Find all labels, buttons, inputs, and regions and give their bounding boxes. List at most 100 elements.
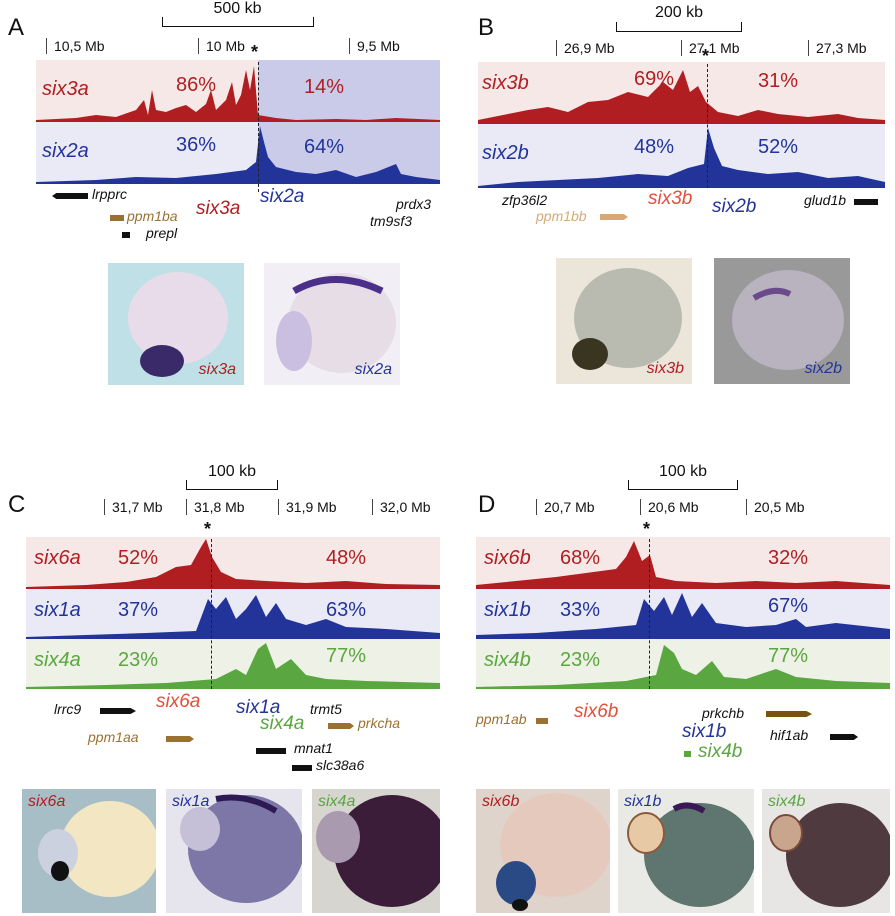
embryo-image	[496, 793, 610, 911]
gene-ppm1aa: ppm1aa	[88, 729, 139, 745]
gene-arrow-glud1b	[854, 199, 878, 205]
gene-six3b: six3b	[648, 188, 693, 209]
gene-lrpprc: lrpprc	[92, 186, 128, 202]
panel-c: C 100 kb 31,7 Mb 31,8 Mb 31,9 Mb 32,0 Mb…	[0, 455, 445, 915]
scale-bar	[186, 480, 278, 490]
star-marker: *	[702, 46, 710, 66]
track-name: six3b	[482, 72, 529, 94]
track-name: six1a	[34, 599, 81, 621]
embryo-image	[276, 273, 396, 373]
track-name: six4a	[34, 649, 81, 671]
gene-ppm1ab: ppm1ab	[476, 711, 527, 727]
left-percent: 23%	[560, 649, 601, 671]
left-percent: 33%	[560, 599, 601, 621]
coord-label: 9,5 Mb	[349, 38, 400, 54]
coord-label: 32,0 Mb	[372, 499, 431, 515]
embryo-image	[572, 268, 682, 370]
gene-arrow-ppm1bb	[600, 214, 628, 220]
left-percent: 23%	[118, 649, 159, 671]
photo-label: six4a	[318, 793, 356, 810]
gene-arrow-prepl	[122, 232, 130, 238]
gene-hif1ab: hif1ab	[770, 727, 809, 743]
gene-prkchb: prkchb	[702, 705, 745, 721]
coord-label: 20,6 Mb	[640, 499, 699, 515]
gene-arrow-ppm1ba	[110, 215, 124, 221]
right-percent: 64%	[304, 136, 345, 158]
embryo-photo-six1a: six1a	[166, 789, 302, 913]
left-percent: 52%	[118, 547, 159, 569]
gene-arrow-ppm1ab	[536, 718, 548, 724]
gene-arrow-prkchb	[766, 711, 812, 717]
gene-six6a: six6a	[156, 691, 201, 712]
embryo-photo-six6b: six6b	[476, 789, 610, 913]
embryo-photo-six4b: six4b	[762, 789, 890, 913]
coord-label: 31,8 Mb	[186, 499, 245, 515]
photo-label: six3a	[198, 361, 236, 378]
right-percent: 63%	[326, 599, 367, 621]
embryo-photo-six1b: six1b	[618, 789, 754, 913]
boundary-line	[258, 62, 259, 192]
gene-trmt5: trmt5	[310, 701, 342, 717]
coord-label: 20,5 Mb	[746, 499, 805, 515]
gene-ppm1bb: ppm1bb	[536, 208, 587, 224]
embryo-image	[180, 794, 302, 903]
gene-tm9sf3: tm9sf3	[370, 213, 413, 229]
right-percent: 48%	[326, 547, 367, 569]
panel-label: A	[8, 14, 25, 41]
track-name: six4b	[484, 649, 531, 671]
coord-label: 26,9 Mb	[556, 40, 615, 56]
gene-zfp36l2: zfp36l2	[502, 192, 548, 208]
coord-label: 27,3 Mb	[808, 40, 867, 56]
signal-track-six3a: six3a 86% 14%	[36, 60, 440, 122]
gene-six2a: six2a	[260, 186, 305, 207]
left-percent: 69%	[634, 68, 675, 90]
embryo-photo-six3b: six3b	[556, 258, 692, 384]
gene-six2b: six2b	[712, 196, 757, 217]
embryo-photo-six3a: six3a	[108, 263, 244, 385]
gene-six6b: six6b	[574, 701, 619, 722]
scale-bar-label: 100 kb	[207, 463, 257, 480]
embryo-photo-six2b: six2b	[714, 258, 850, 384]
gene-arrow-mnat1	[256, 748, 286, 754]
star-marker: *	[251, 42, 259, 62]
boundary-line	[211, 539, 212, 689]
right-percent: 77%	[326, 645, 367, 667]
star-marker: *	[204, 519, 212, 539]
right-percent: 67%	[768, 595, 809, 617]
left-percent: 86%	[176, 74, 217, 96]
coverage-plot	[476, 537, 890, 589]
track-name: six1b	[484, 599, 531, 621]
gene-arrow-prkcha	[328, 723, 354, 729]
gene-arrow-ppm1aa	[166, 736, 194, 742]
scale-bar-label: 500 kb	[213, 0, 262, 17]
gene-arrow-lrpprc	[52, 193, 88, 199]
gene-slc38a6: slc38a6	[316, 757, 365, 773]
right-percent: 31%	[758, 70, 799, 92]
gene-prdx3: prdx3	[396, 196, 432, 212]
gene-glud1b: glud1b	[804, 192, 847, 208]
coverage-plot	[476, 589, 890, 639]
signal-track-six3b: six3b 69% 31%	[478, 62, 885, 124]
embryo-image	[627, 802, 754, 907]
coord-label: 27,1 Mb	[681, 40, 740, 56]
gene-six1b: six1b	[682, 721, 727, 742]
track-name: six2b	[482, 142, 529, 164]
embryo-photo-six2a: six2a	[264, 263, 400, 385]
right-percent: 32%	[768, 547, 809, 569]
panel-b: B 200 kb 26,9 Mb 27,1 Mb 27,3 Mb * six3b…	[450, 0, 895, 400]
gene-mnat1: mnat1	[294, 740, 333, 756]
coverage-plot	[478, 124, 885, 188]
left-percent: 36%	[176, 134, 217, 156]
embryo-image	[38, 801, 156, 897]
gene-arrow-lrrc9	[100, 708, 136, 714]
signal-track-six2b: six2b 48% 52%	[478, 124, 885, 188]
gene-six3a: six3a	[196, 198, 241, 219]
photo-label: six4b	[768, 793, 806, 810]
scale-bar-label: 100 kb	[658, 463, 708, 480]
signal-track-six1b: six1b 33% 67%	[476, 589, 890, 639]
coord-label: 20,7 Mb	[536, 499, 595, 515]
panel-d: D 100 kb 20,7 Mb 20,6 Mb 20,5 Mb * six6b…	[450, 455, 895, 915]
gene-prepl: prepl	[146, 225, 178, 241]
track-name: six6a	[34, 547, 81, 569]
right-percent: 14%	[304, 76, 345, 98]
